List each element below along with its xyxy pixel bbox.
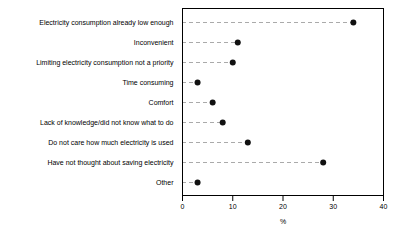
svg-text:Inconvenient: Inconvenient: [134, 39, 174, 46]
svg-text:10: 10: [229, 203, 237, 210]
svg-text:Time consuming: Time consuming: [122, 79, 173, 87]
svg-text:20: 20: [279, 203, 287, 210]
svg-text:Comfort: Comfort: [149, 99, 174, 106]
svg-text:Electricity consumption alread: Electricity consumption already low enou…: [39, 19, 173, 27]
svg-text:Lack of knowledge/did not know: Lack of knowledge/did not know what to d…: [40, 119, 174, 127]
svg-text:Do not care how much electrici: Do not care how much electricity is used: [48, 139, 173, 147]
svg-text:0: 0: [181, 203, 185, 210]
svg-text:40: 40: [380, 203, 388, 210]
svg-text:30: 30: [329, 203, 337, 210]
svg-text:Limiting electricity consumpti: Limiting electricity consumption not a p…: [36, 59, 174, 67]
svg-text:%: %: [280, 218, 286, 225]
svg-text:Have not thought about saving: Have not thought about saving electricit…: [47, 159, 174, 167]
svg-text:Other: Other: [156, 179, 174, 186]
